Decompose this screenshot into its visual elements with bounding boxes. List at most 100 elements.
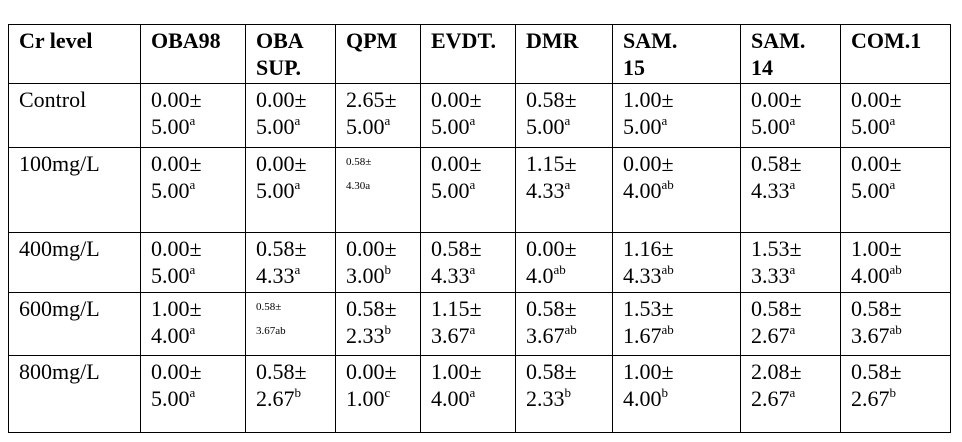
score-line: 3.33a [751,262,830,289]
header-text: SAM. 14 [751,28,806,80]
significance-letter: ab [889,322,902,337]
value-cell: 0.00± 3.00b [335,232,421,293]
row-label: Control [19,87,87,112]
value-cell: 0.58± 2.33b [515,355,613,433]
score-line: 4.00a [151,322,235,349]
score-value: 4.33 [431,263,470,288]
significance-letter: a [889,177,896,192]
significance-letter: a [789,113,796,128]
header-row: Cr level OBA98 OBA SUP. QPM EVDT. DMR SAM. 15 S… [8,24,951,84]
significance-letter: ab [889,262,902,277]
mean-value: 1.15± [431,296,482,321]
value-cell: 0.58± 4.33a [245,232,336,293]
value-cell: 0.58± 2.67b [840,355,951,433]
score-value: 2.67 [851,386,890,411]
row-label-cell: 100mg/L [8,147,141,233]
score-value: 2.33 [526,386,565,411]
score-line: 3.67ab [526,322,602,349]
header-text: DMR [526,28,579,53]
mean-value: 0.58± [256,301,282,313]
value-cell: 1.15± 3.67a [420,292,516,356]
mean-value: 0.00± [346,359,397,384]
mean-value: 0.00± [751,87,802,112]
mean-value: 1.00± [431,359,482,384]
value-cell: 0.00± 5.00a [840,147,951,233]
score-line: 4.33ab [623,262,730,289]
table-row: 800mg/L 0.00± 5.00a 0.58± 2.67b 0.00± 1.00c 1.0… [8,355,951,433]
mean-value: 0.00± [346,236,397,261]
header-cell: OBA SUP. [245,24,336,84]
score-value: 5.00 [151,114,190,139]
value-cell: 0.00± 5.00a [140,232,246,293]
significance-letter: a [564,113,571,128]
significance-letter: a [469,322,476,337]
mean-value: 0.58± [346,296,397,321]
significance-letter: a [564,177,571,192]
mean-value: 0.00± [151,236,202,261]
score-value: 2.33 [346,323,385,348]
mean-value: 0.00± [256,87,307,112]
value-cell: 0.00± 5.00a [245,83,336,148]
score-line: 4.33a [431,262,505,289]
value-cell: 1.00± 4.00a [420,355,516,433]
mean-value: 0.00± [431,87,482,112]
score-value: 2.67 [751,386,790,411]
mean-value: 0.00± [623,151,674,176]
score-line: 5.00a [256,177,325,204]
header-text: SAM. 15 [623,28,678,80]
significance-letter: b [564,385,572,400]
score-line: 2.67a [751,322,830,349]
score-value: 5.00 [151,263,190,288]
value-cell: 0.58± 3.67ab [245,292,336,356]
score-value: 5.00 [431,178,470,203]
score-line: 5.00a [431,113,505,140]
score-value: 4.00 [851,263,890,288]
table-row: 100mg/L 0.00± 5.00a 0.00± 5.00a 0.58± 4.30a 0.0… [8,147,951,233]
header-cell: COM.1 [840,24,951,84]
score-value: 3.33 [751,263,790,288]
score-value: 5.00 [346,114,385,139]
mean-value: 1.00± [623,359,674,384]
score-value: 4.00 [623,178,662,203]
mean-value: 1.00± [851,236,902,261]
mean-value: 1.15± [526,151,577,176]
mean-value: 0.00± [151,151,202,176]
score-line: 4.00ab [851,262,940,289]
mean-value: 0.58± [751,296,802,321]
header-text: QPM [346,28,398,53]
value-cell: 0.00± 4.0ab [515,232,613,293]
score-value: 5.00 [151,178,190,203]
header-cell: Cr level [8,24,141,84]
value-cell: 0.58± 5.00a [515,83,613,148]
significance-letter: a [789,385,796,400]
row-label-cell: Control [8,83,141,148]
significance-letter: ab [564,322,577,337]
score-line: 3.00b [346,262,410,289]
mean-value: 0.58± [526,87,577,112]
value-cell: 0.00± 5.00a [140,147,246,233]
value-cell: 0.58± 3.67ab [840,292,951,356]
significance-letter: c [384,385,391,400]
table-row: 600mg/L 1.00± 4.00a 0.58± 3.67ab 0.58± 2.33b 1.… [8,292,951,356]
header-cell: QPM [335,24,421,84]
value-cell: 0.58± 2.33b [335,292,421,356]
score-value: 5.00 [526,114,565,139]
header-text: OBA SUP. [256,28,303,80]
row-label: 800mg/L [19,359,100,384]
score-line: 5.00a [431,177,505,204]
mean-value: 0.00± [256,151,307,176]
score-value: 1.00 [346,386,385,411]
mean-value: 1.53± [623,296,674,321]
score-value: 5.00 [256,114,295,139]
mean-value: 0.00± [431,151,482,176]
significance-letter: a [294,113,301,128]
score-value: 4.33 [526,178,565,203]
significance-letter: a [294,262,301,277]
score-value: 4.00 [431,386,470,411]
mean-value: 0.58± [751,151,802,176]
score-line: 5.00a [623,113,730,140]
mean-value: 0.00± [526,236,577,261]
score-line: 4.30a [346,174,410,198]
row-label-cell: 400mg/L [8,232,141,293]
